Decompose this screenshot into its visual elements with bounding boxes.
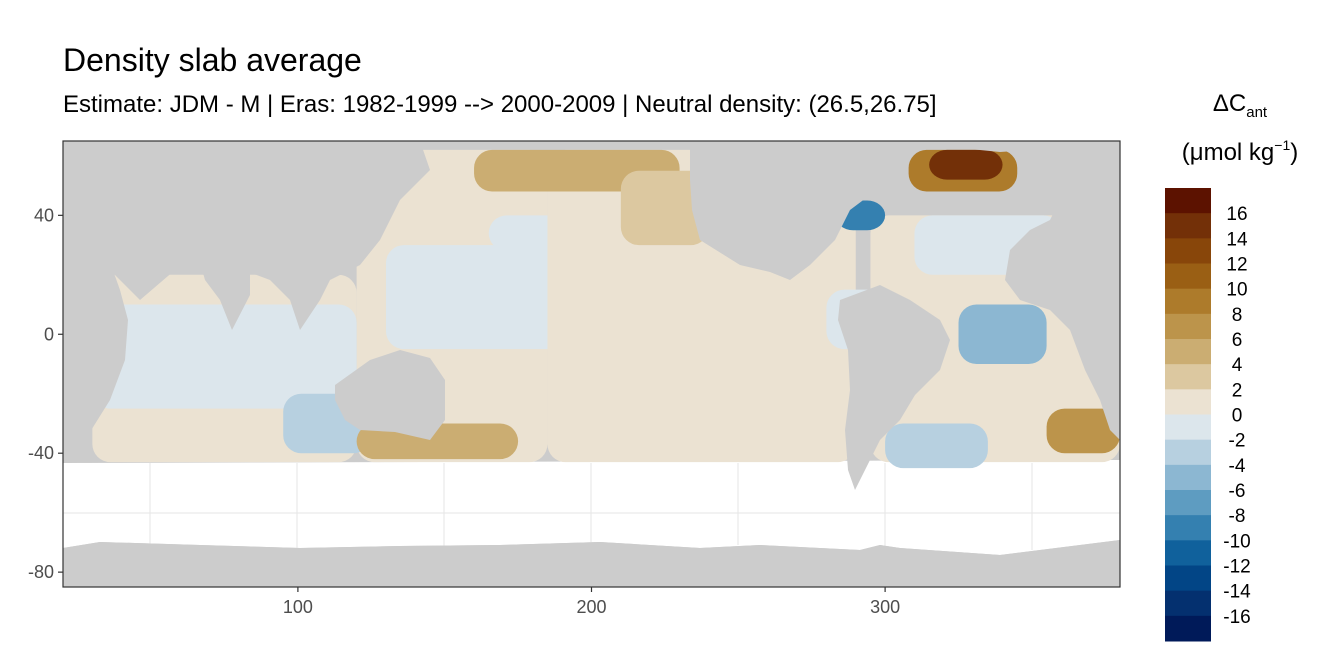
colorbar-bin (1165, 464, 1211, 491)
colorbar-bin (1165, 339, 1211, 365)
colorbar-label: -16 (1223, 607, 1250, 628)
colorbar-bin (1165, 313, 1211, 340)
gridlines-southern (63, 463, 1120, 550)
colorbar-bin (1165, 565, 1211, 592)
ocean-region-13 (958, 304, 1047, 364)
colorbar-label: 2 (1232, 380, 1243, 401)
x-tick-label: 200 (576, 597, 606, 617)
chart-title: Density slab average (63, 42, 362, 78)
land-india (200, 262, 250, 330)
colorbar-bin (1165, 439, 1211, 466)
land-greenland (940, 141, 1040, 152)
ocean-region-5 (92, 304, 357, 409)
y-tick-label: 40 (34, 205, 54, 225)
colorbar-bin (1165, 364, 1211, 390)
ocean-region-7 (620, 170, 709, 246)
colorbar-bin (1165, 414, 1211, 441)
land-europe-africa-east (1005, 141, 1120, 440)
legend-title-symbol: ΔC (1212, 90, 1247, 117)
colorbar-label: 8 (1232, 305, 1243, 326)
colorbar-bin (1165, 213, 1211, 239)
map-layers (63, 141, 1120, 587)
legend-unit-superscript: −1 (1274, 137, 1291, 153)
legend-title-unit: (μmol kg−1) (1160, 137, 1320, 167)
ocean-region-14 (885, 423, 988, 469)
colorbar-legend: 16 14 12 10 8 6 4 2 0 -2 -4 -6 -8 -10 -12 -14 -16 (1165, 188, 1251, 642)
colorbar-bin (1165, 288, 1211, 315)
colorbar-bin (1165, 615, 1211, 642)
colorbar-bin (1165, 188, 1211, 214)
continents (63, 141, 1120, 587)
legend-title-subscript: ant (1246, 104, 1268, 121)
legend-unit-suffix: ) (1290, 139, 1299, 166)
land-antarctica (63, 540, 1120, 587)
legend-unit-prefix: (μmol kg (1181, 139, 1275, 166)
colorbar-label: -4 (1229, 456, 1246, 477)
ocean-region-15 (1046, 408, 1120, 454)
colorbar-label: 12 (1226, 255, 1247, 276)
x-tick-label: 300 (870, 597, 900, 617)
y-tick-label: 0 (44, 324, 54, 344)
colorbar-label: -14 (1223, 582, 1251, 603)
colorbar-label: -12 (1223, 557, 1250, 578)
colorbar-label: 4 (1232, 355, 1243, 376)
colorbar-bin (1165, 515, 1211, 541)
y-tick-label: -80 (28, 562, 54, 582)
colorbar-bin (1165, 540, 1211, 566)
land-north-america (690, 141, 905, 280)
colorbar-label: -2 (1229, 431, 1246, 452)
colorbar-bin (1165, 490, 1211, 516)
colorbar-label: -6 (1229, 481, 1246, 502)
colorbar-bin (1165, 590, 1211, 617)
ocean-region-19 (929, 149, 1003, 180)
colorbar-label: -10 (1223, 531, 1250, 552)
chart-subtitle: Estimate: JDM - M | Eras: 1982-1999 --> … (63, 91, 937, 118)
land-africa-eurasia (63, 141, 430, 330)
colorbar-bin (1165, 389, 1211, 415)
colorbar-label: -8 (1229, 506, 1246, 527)
colorbar-label: 10 (1226, 280, 1247, 301)
colorbar-label: 14 (1226, 229, 1248, 250)
colorbar-bin (1165, 263, 1211, 290)
y-tick-label: -40 (28, 443, 54, 463)
land-australia (335, 350, 445, 440)
land-south-america (838, 285, 950, 490)
colorbar-label: 16 (1226, 204, 1247, 225)
colorbar-bin (1165, 238, 1211, 264)
x-tick-label: 100 (283, 597, 313, 617)
legend-title-main: ΔCant (1160, 90, 1320, 121)
colorbar-label: 6 (1232, 330, 1243, 351)
land-africa-south (63, 240, 128, 440)
colorbar-label: 0 (1232, 406, 1243, 427)
